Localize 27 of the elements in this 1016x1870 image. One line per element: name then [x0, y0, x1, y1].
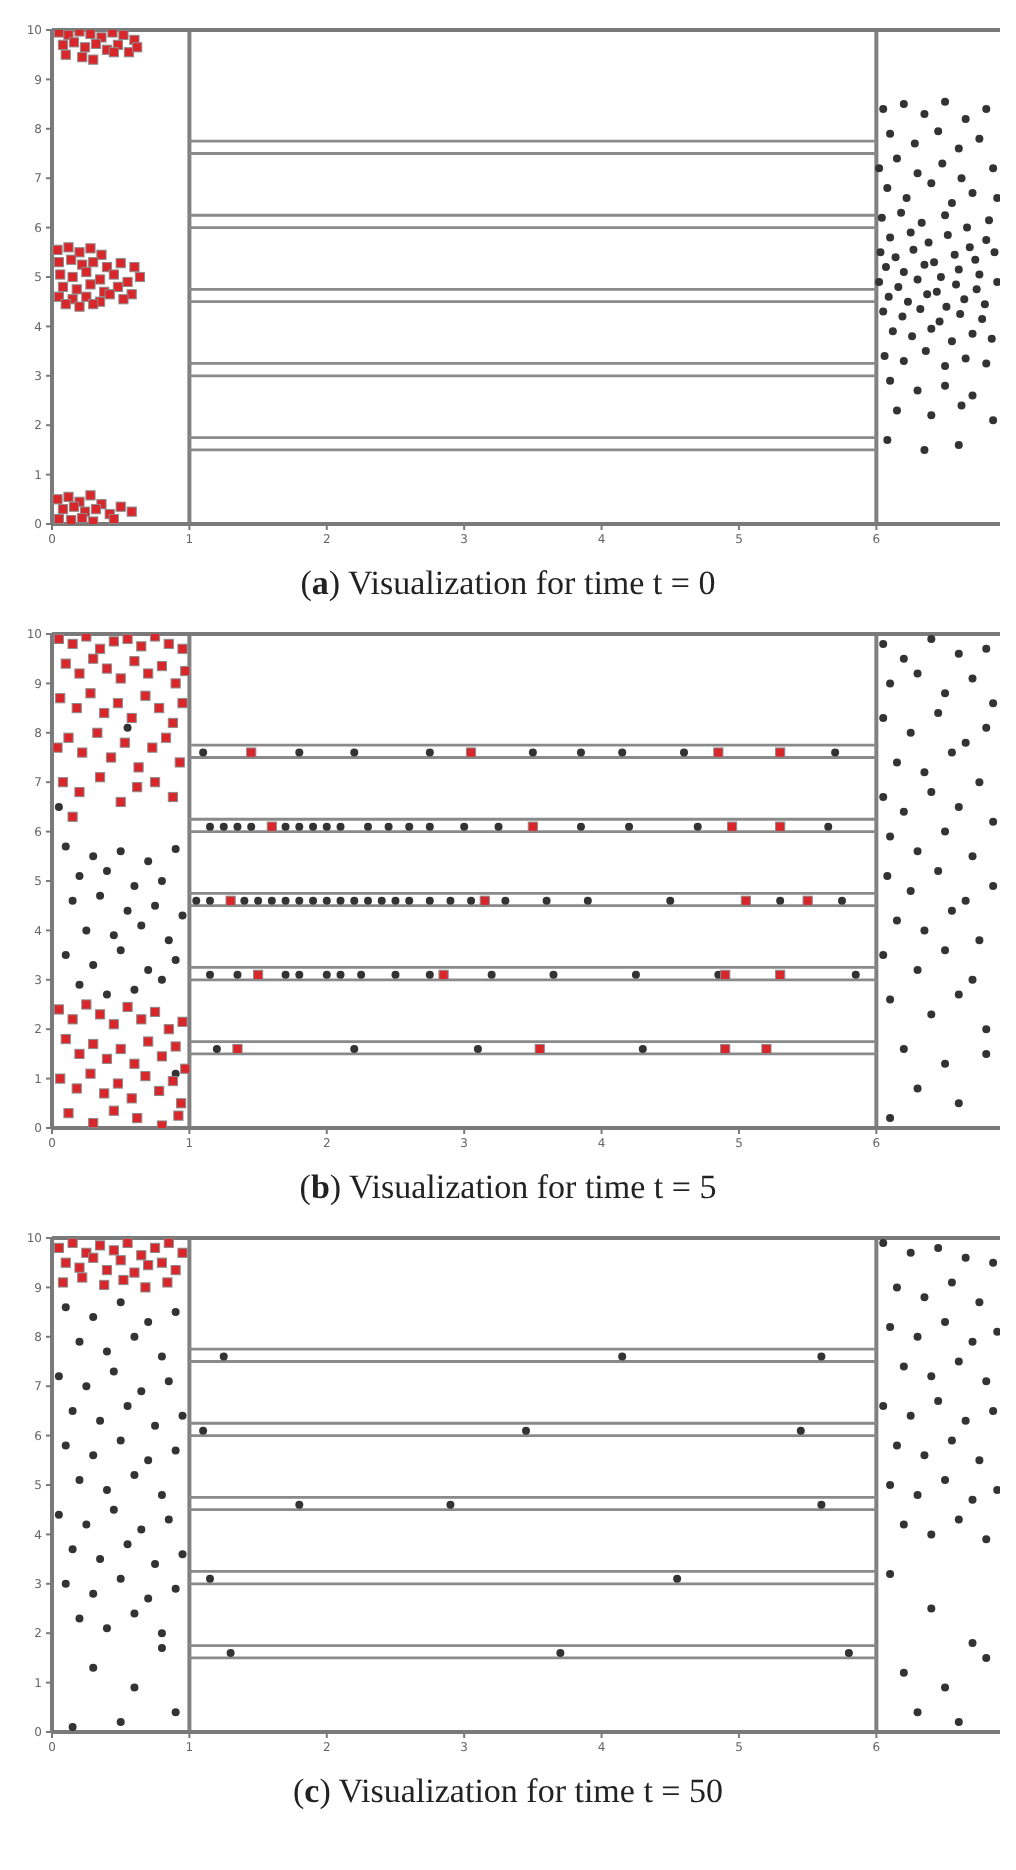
point	[74, 1262, 85, 1273]
point	[170, 1265, 181, 1276]
point	[77, 1272, 88, 1283]
text: (b) Visualization for time t = 5	[297, 1168, 719, 1208]
point	[143, 1260, 154, 1271]
point	[129, 1267, 140, 1278]
point	[94, 1240, 106, 1251]
point	[156, 1257, 168, 1268]
point	[99, 1279, 110, 1291]
point	[67, 1238, 78, 1249]
point	[108, 1245, 119, 1256]
point	[149, 1242, 161, 1253]
point	[118, 1274, 129, 1286]
point	[177, 1247, 188, 1258]
point	[163, 1238, 174, 1249]
point	[88, 1252, 99, 1263]
point	[140, 1282, 151, 1293]
point	[115, 1255, 126, 1266]
point	[162, 1277, 173, 1288]
point	[136, 1250, 147, 1261]
text: (c) Visualization for time t = 50	[290, 1772, 726, 1812]
point	[53, 1242, 64, 1253]
point	[101, 1265, 113, 1276]
point	[122, 1238, 133, 1249]
text: (a) Visualization for time t = 0	[298, 564, 718, 604]
point	[60, 1257, 71, 1268]
point	[57, 1277, 69, 1288]
